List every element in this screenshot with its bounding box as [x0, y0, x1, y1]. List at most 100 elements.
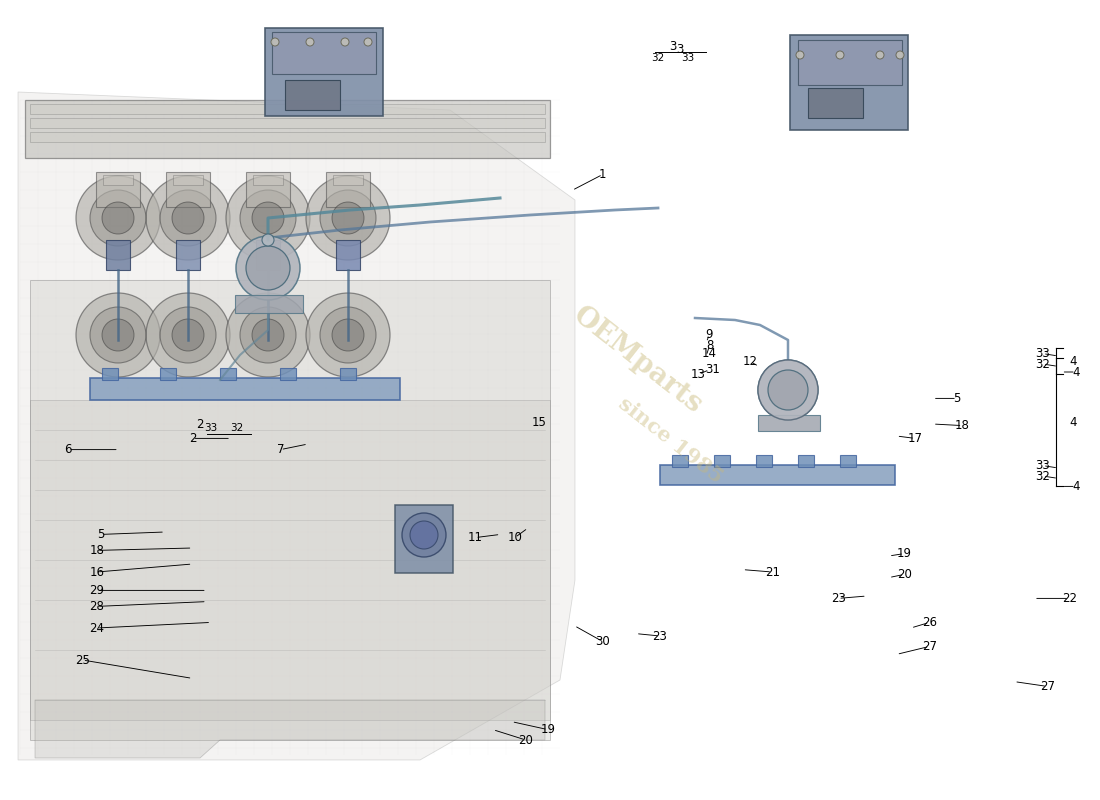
Polygon shape [18, 92, 575, 760]
Bar [758, 415, 820, 431]
Circle shape [332, 319, 364, 351]
Text: 33: 33 [681, 53, 694, 62]
Text: 11: 11 [468, 531, 483, 544]
Text: 6: 6 [65, 443, 72, 456]
Bar [102, 368, 118, 380]
Text: 23: 23 [652, 630, 668, 642]
Circle shape [271, 38, 279, 46]
Circle shape [226, 176, 310, 260]
Bar [166, 172, 210, 207]
Text: 32: 32 [1035, 470, 1050, 482]
Text: 31: 31 [705, 363, 720, 376]
Circle shape [320, 307, 376, 363]
Text: 12: 12 [742, 355, 758, 368]
Text: 32: 32 [230, 423, 243, 433]
Circle shape [240, 190, 296, 246]
Text: 33: 33 [1035, 459, 1050, 472]
Text: 26: 26 [922, 616, 937, 629]
Bar [280, 368, 296, 380]
Bar [333, 175, 363, 185]
Text: 2: 2 [189, 432, 196, 445]
Text: 4: 4 [1072, 366, 1079, 378]
Text: 10: 10 [507, 531, 522, 544]
Text: 2: 2 [196, 418, 204, 430]
Bar [30, 280, 550, 740]
Bar [340, 368, 356, 380]
Bar [840, 455, 856, 467]
Bar [336, 240, 360, 270]
Bar [176, 240, 200, 270]
Circle shape [226, 293, 310, 377]
Text: 33: 33 [1035, 347, 1050, 360]
Text: 20: 20 [518, 734, 534, 746]
Text: since 1985: since 1985 [615, 393, 727, 487]
Bar [265, 28, 383, 116]
Circle shape [758, 360, 818, 420]
Circle shape [172, 202, 204, 234]
Bar [106, 240, 130, 270]
Text: 32: 32 [1035, 358, 1050, 370]
Circle shape [896, 51, 904, 59]
Bar [798, 40, 902, 85]
Circle shape [252, 319, 284, 351]
Text: 27: 27 [922, 640, 937, 653]
Bar [160, 368, 176, 380]
Text: 33: 33 [205, 423, 218, 433]
Text: 4: 4 [1069, 416, 1077, 429]
Text: 14: 14 [702, 347, 717, 360]
Text: 25: 25 [75, 654, 90, 666]
Text: 30: 30 [595, 635, 610, 648]
Circle shape [146, 176, 230, 260]
Circle shape [90, 190, 146, 246]
Text: 32: 32 [651, 53, 664, 62]
Text: 1: 1 [600, 168, 606, 181]
Text: 23: 23 [830, 592, 846, 605]
Text: 8: 8 [706, 339, 713, 352]
Circle shape [76, 293, 160, 377]
Circle shape [160, 307, 216, 363]
Bar [326, 172, 370, 207]
Circle shape [332, 202, 364, 234]
Circle shape [102, 319, 134, 351]
Bar [756, 455, 772, 467]
Circle shape [364, 38, 372, 46]
Text: 28: 28 [89, 600, 104, 613]
Circle shape [410, 521, 438, 549]
Circle shape [836, 51, 844, 59]
Bar [25, 100, 550, 158]
Bar [395, 505, 453, 573]
Circle shape [252, 202, 284, 234]
Bar [90, 378, 400, 400]
Text: 18: 18 [89, 544, 104, 557]
Bar [96, 172, 140, 207]
Bar [790, 35, 908, 130]
Bar [253, 175, 283, 185]
Polygon shape [35, 700, 544, 758]
Circle shape [320, 190, 376, 246]
Text: 13: 13 [691, 368, 706, 381]
Bar [30, 118, 544, 128]
Bar [246, 172, 290, 207]
Bar [660, 465, 895, 485]
Circle shape [306, 293, 390, 377]
Circle shape [246, 246, 290, 290]
Circle shape [236, 236, 300, 300]
Text: 20: 20 [896, 568, 912, 581]
Circle shape [262, 234, 274, 246]
Text: 5: 5 [954, 392, 960, 405]
Bar [30, 400, 550, 720]
Text: 7: 7 [277, 443, 284, 456]
Bar [798, 455, 814, 467]
Circle shape [796, 51, 804, 59]
Text: 3: 3 [670, 40, 676, 53]
Circle shape [341, 38, 349, 46]
Circle shape [76, 176, 160, 260]
Bar [235, 295, 302, 313]
Text: 4: 4 [1069, 355, 1077, 368]
Text: 27: 27 [1040, 680, 1055, 693]
Bar [256, 240, 280, 270]
Circle shape [876, 51, 884, 59]
Text: 21: 21 [764, 566, 780, 578]
Bar [173, 175, 204, 185]
Circle shape [768, 370, 808, 410]
